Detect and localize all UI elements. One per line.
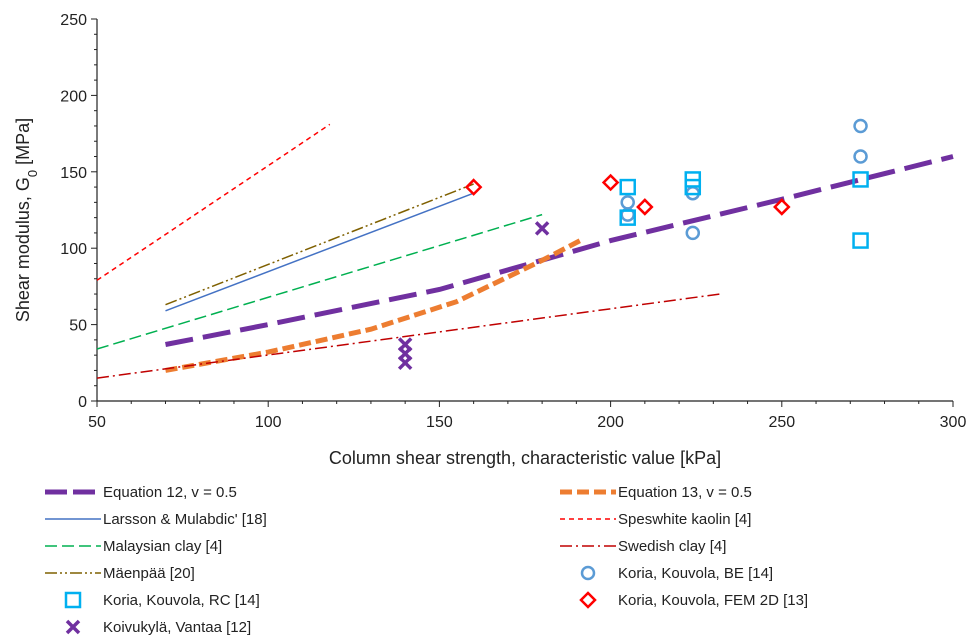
legend-label: Equation 12, v = 0.5 bbox=[103, 484, 237, 501]
series-1 bbox=[165, 236, 585, 373]
y-tick-label: 250 bbox=[60, 12, 87, 29]
legend: Equation 12, v = 0.5 Equation 13, v = 0.5… bbox=[45, 484, 808, 636]
legend-label: Equation 13, v = 0.5 bbox=[618, 484, 752, 501]
y-axis-title-main: Shear modulus, G bbox=[13, 177, 33, 322]
y-tick-label: 0 bbox=[78, 394, 87, 411]
legend-item: Koria, Kouvola, FEM 2D [13] bbox=[579, 591, 808, 609]
legend-item: Larsson & Mulabdic' [18] bbox=[45, 511, 267, 528]
data-point bbox=[685, 225, 701, 241]
x-tick-label: 250 bbox=[768, 414, 795, 431]
legend-item: Swedish clay [4] bbox=[560, 538, 726, 555]
data-point bbox=[853, 149, 868, 164]
series-7 bbox=[620, 118, 868, 241]
y-tick-label: 50 bbox=[69, 318, 87, 335]
series-2 bbox=[165, 192, 474, 312]
legend-item: Koivukylä, Vantaa [12] bbox=[65, 619, 251, 636]
x-tick-label: 100 bbox=[255, 414, 282, 431]
legend-label: Swedish clay [4] bbox=[618, 538, 726, 555]
legend-item: Malaysian clay [4] bbox=[45, 538, 222, 555]
y-axis-title-unit: [MPa] bbox=[13, 118, 33, 170]
legend-label: Koivukylä, Vantaa [12] bbox=[103, 619, 251, 636]
data-point bbox=[773, 198, 791, 216]
series-line bbox=[96, 293, 721, 379]
series-4 bbox=[96, 213, 543, 350]
data-point bbox=[397, 355, 413, 371]
data-point bbox=[601, 173, 620, 192]
series-8 bbox=[619, 171, 869, 249]
legend-label: Speswhite kaolin [4] bbox=[618, 511, 751, 528]
data-point bbox=[464, 178, 483, 196]
y-tick-label: 200 bbox=[60, 88, 87, 105]
data-point bbox=[636, 198, 654, 216]
legend-item: Speswhite kaolin [4] bbox=[560, 511, 751, 528]
legend-swatch bbox=[64, 591, 82, 609]
series-9 bbox=[464, 173, 791, 216]
series-10 bbox=[397, 221, 550, 371]
data-point bbox=[620, 195, 635, 210]
series-5 bbox=[96, 293, 721, 379]
legend-label: Mäenpää [20] bbox=[103, 565, 195, 582]
y-tick-label: 100 bbox=[60, 241, 87, 258]
data-point bbox=[619, 178, 636, 196]
legend-label: Koria, Kouvola, FEM 2D [13] bbox=[618, 592, 808, 609]
legend-label: Larsson & Mulabdic' [18] bbox=[103, 511, 267, 528]
series-line bbox=[96, 213, 543, 350]
series-line bbox=[165, 183, 474, 306]
legend-label: Malaysian clay [4] bbox=[103, 538, 222, 555]
legend-item: Mäenpää [20] bbox=[45, 565, 195, 582]
x-axis-title: Column shear strength, characteristic va… bbox=[329, 448, 721, 468]
series-6 bbox=[165, 183, 474, 306]
plot-area bbox=[96, 118, 954, 379]
data-point bbox=[852, 171, 869, 188]
legend-item: Koria, Kouvola, RC [14] bbox=[64, 591, 260, 609]
series-line bbox=[165, 192, 474, 312]
x-tick-label: 150 bbox=[426, 414, 453, 431]
series-line bbox=[165, 236, 585, 373]
series-line bbox=[96, 123, 331, 281]
data-point bbox=[853, 118, 868, 134]
legend-label: Koria, Kouvola, BE [14] bbox=[618, 565, 773, 582]
legend-label: Koria, Kouvola, RC [14] bbox=[103, 592, 260, 609]
legend-item: Koria, Kouvola, BE [14] bbox=[580, 565, 773, 582]
data-point bbox=[852, 232, 869, 249]
legend-item: Equation 12, v = 0.5 bbox=[45, 484, 237, 501]
data-point bbox=[534, 221, 550, 236]
legend-item: Equation 13, v = 0.5 bbox=[560, 484, 752, 501]
series-0 bbox=[165, 154, 954, 347]
y-axis-title-subscript: 0 bbox=[25, 170, 40, 177]
x-tick-label: 200 bbox=[597, 414, 624, 431]
x-tick-label: 300 bbox=[940, 414, 967, 431]
series-line bbox=[165, 154, 954, 347]
data-point bbox=[619, 209, 636, 226]
series-3 bbox=[96, 123, 331, 281]
y-tick-label: 150 bbox=[60, 165, 87, 182]
legend-swatch bbox=[65, 619, 81, 635]
legend-swatch bbox=[580, 565, 596, 581]
legend-swatch bbox=[579, 591, 597, 609]
data-point bbox=[684, 178, 702, 196]
y-axis-title: Shear modulus, G0 [MPa] bbox=[13, 118, 40, 322]
x-tick-label: 50 bbox=[88, 414, 106, 431]
axes bbox=[91, 18, 954, 407]
